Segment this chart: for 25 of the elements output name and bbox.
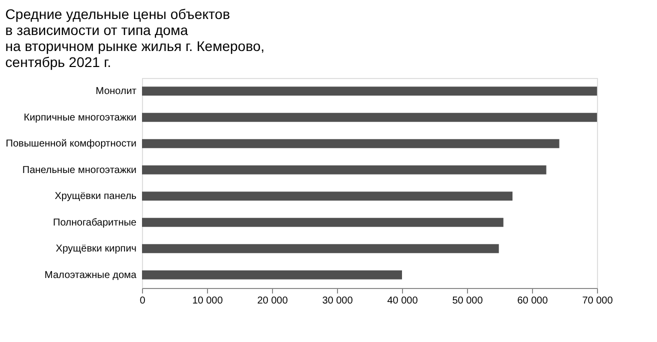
x-tick-label: 10 000	[192, 296, 224, 306]
x-tick-label: 40 000	[387, 296, 418, 306]
y-tick-label: Хрущёвки панель	[54, 191, 136, 202]
x-tick-label: 0	[140, 296, 146, 306]
y-tick-label: Повышенной комфортности	[6, 138, 136, 150]
bar	[142, 112, 597, 122]
bar	[142, 218, 504, 227]
x-tick-label: 60 000	[517, 296, 548, 306]
y-tick-label: Малоэтажные дома	[44, 270, 137, 281]
x-tick-label: 70 000	[582, 296, 614, 306]
y-tick-label: Полногабаритные	[53, 217, 137, 228]
chart-title: Средние удельные цены объектов в зависимости от типа дома на вторичном рынке жилья г. Кемерово, сентябрь 2021 г.	[5, 6, 265, 70]
bar	[142, 139, 560, 148]
y-tick-label: Панельные многоэтажки	[22, 164, 136, 176]
x-tick-label: 50 000	[452, 296, 484, 306]
bar	[142, 192, 512, 201]
x-tick-label: 30 000	[322, 296, 354, 306]
y-tick-label: Монолит	[96, 86, 137, 98]
y-tick-label: Кирпичные многоэтажки	[24, 112, 136, 124]
bar	[142, 244, 499, 254]
x-tick-label: 20 000	[257, 296, 288, 306]
bar	[142, 165, 546, 174]
y-tick-label: Хрущёвки кирпич	[56, 244, 136, 255]
bar	[142, 86, 597, 96]
bar	[142, 270, 402, 280]
